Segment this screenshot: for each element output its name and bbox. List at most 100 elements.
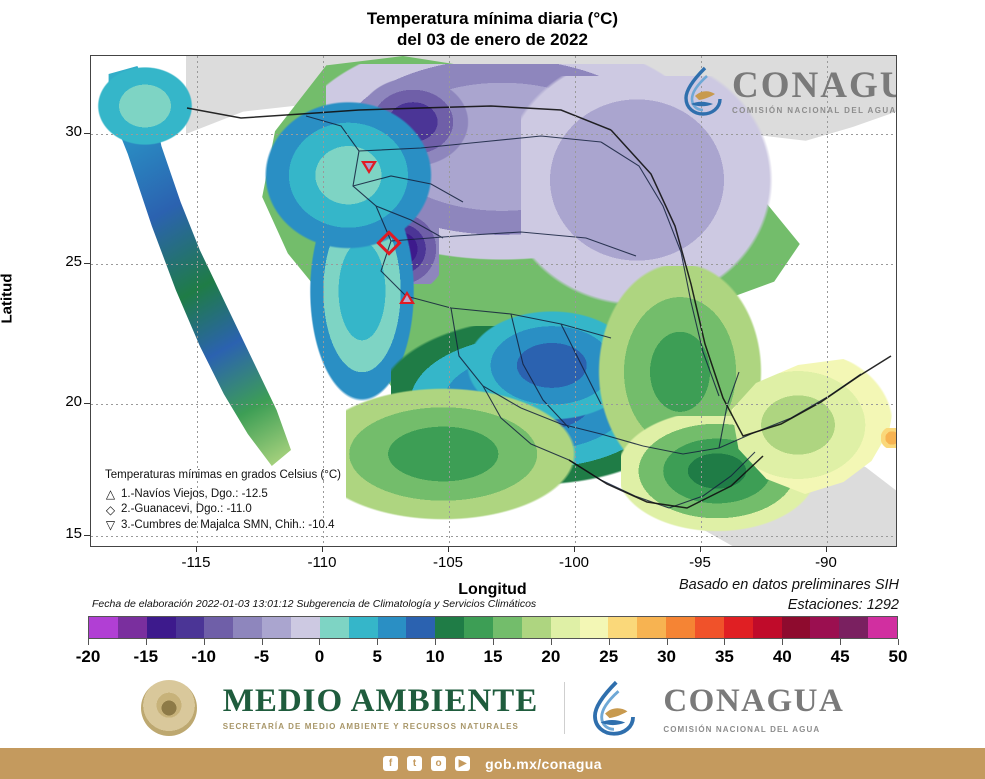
watermark-name: CONAGUA bbox=[732, 65, 896, 106]
map-plot-area[interactable]: CONAGUA COMISIÓN NACIONAL DEL AGUA Tempe… bbox=[90, 55, 897, 547]
xtick-label-105: -105 bbox=[432, 554, 464, 571]
station-legend: Temperaturas mínimas en grados Celsius (… bbox=[105, 468, 341, 533]
xtick-95 bbox=[700, 546, 701, 552]
colorbar-swatch-11 bbox=[406, 617, 436, 638]
station-marker-navios-viejos[interactable] bbox=[399, 291, 415, 304]
footer-branding: MEDIO AMBIENTE SECRETARÍA DE MEDIO AMBIE… bbox=[0, 668, 985, 748]
colorbar-swatch-1 bbox=[117, 617, 147, 638]
colorbar-tick-0 bbox=[319, 639, 321, 645]
colorbar-label-45: 45 bbox=[830, 647, 850, 666]
ytick-label-20: 20 bbox=[65, 393, 82, 410]
diamond-icon: ◇ bbox=[105, 502, 116, 517]
source-text: Basado en datos preliminares SIH bbox=[678, 577, 899, 593]
ytick-label-30: 30 bbox=[65, 123, 82, 140]
colorbar-label-15: 15 bbox=[483, 647, 503, 666]
colorbar-swatch-25 bbox=[810, 617, 840, 638]
colorbar-swatch-7 bbox=[291, 617, 320, 638]
triangle-up-icon: △ bbox=[105, 487, 116, 502]
gridline-lat-30 bbox=[91, 134, 896, 135]
gridline-lon-90 bbox=[827, 56, 828, 546]
colorbar-tick-40 bbox=[782, 639, 784, 645]
colorbar-swatch-4 bbox=[204, 617, 234, 638]
contour-green-pacific-coast bbox=[346, 356, 616, 531]
ytick-15 bbox=[84, 535, 90, 536]
water-drop-eagle-icon bbox=[684, 66, 722, 116]
station-marker-cumbres-de-majalca[interactable] bbox=[361, 161, 377, 174]
colorbar-label--10: -10 bbox=[191, 647, 216, 666]
page-title: Temperatura mínima diaria (°C) del 03 de… bbox=[0, 8, 985, 50]
temperature-colorbar[interactable]: -20 -15 -10 -5 0 5 10 15 20 25 30 35 40 45 50 bbox=[76, 616, 907, 671]
gridline-lat-15 bbox=[91, 536, 896, 537]
colorbar-tick-35 bbox=[724, 639, 726, 645]
colorbar-tick--10 bbox=[203, 639, 205, 645]
colorbar-swatch-6 bbox=[262, 617, 292, 638]
station-legend-row-1: △ 1.-Navíos Viejos, Dgo.: -12.5 bbox=[105, 487, 341, 503]
state-boundaries bbox=[186, 105, 892, 509]
colorbar-label-25: 25 bbox=[599, 647, 619, 666]
colorbar-label--15: -15 bbox=[133, 647, 159, 666]
ytick-label-15: 15 bbox=[65, 525, 82, 542]
xtick-label-115: -115 bbox=[181, 554, 211, 571]
colorbar-swatch-13 bbox=[464, 617, 494, 638]
colorbar-swatch-19 bbox=[637, 617, 667, 638]
colorbar-label-5: 5 bbox=[372, 647, 383, 666]
ministry-block: MEDIO AMBIENTE SECRETARÍA DE MEDIO AMBIE… bbox=[223, 685, 539, 731]
agency-name: CONAGUA bbox=[663, 682, 845, 719]
colorbar-swatch-22 bbox=[723, 617, 753, 638]
temperature-map-figure: CONAGUA COMISIÓN NACIONAL DEL AGUA Tempe… bbox=[0, 55, 899, 615]
colorbar-swatch-5 bbox=[233, 617, 263, 638]
source-note: Basado en datos preliminares SIH Estacio… bbox=[679, 575, 899, 615]
elaboration-note: Fecha de elaboración 2022-01-03 13:01:12… bbox=[92, 598, 537, 610]
triangle-down-icon: ▽ bbox=[105, 518, 116, 533]
colorbar-swatch-9 bbox=[348, 617, 378, 638]
yucatan-warm-patch bbox=[881, 428, 896, 448]
xtick-90 bbox=[826, 546, 827, 552]
twitter-icon[interactable]: t bbox=[407, 756, 423, 771]
instagram-icon[interactable]: o bbox=[431, 756, 447, 771]
colorbar-label-40: 40 bbox=[772, 647, 792, 666]
colorbar-tick-50 bbox=[898, 639, 899, 645]
title-line-1: Temperatura mínima diaria (°C) bbox=[366, 9, 619, 28]
xtick-label-100: -100 bbox=[558, 554, 590, 571]
conagua-logo-icon bbox=[593, 680, 636, 736]
gridline-lon-115 bbox=[197, 56, 198, 546]
ministry-subtitle: SECRETARÍA DE MEDIO AMBIENTE Y RECURSOS … bbox=[222, 722, 519, 731]
colorbar-label-50: 50 bbox=[888, 647, 908, 666]
colorbar-tick-25 bbox=[608, 639, 610, 645]
colorbar-label-35: 35 bbox=[714, 647, 734, 666]
stations-count-text: Estaciones: 1292 bbox=[787, 597, 899, 613]
colorbar-label-20: 20 bbox=[541, 647, 561, 666]
gridline-lat-20 bbox=[91, 404, 896, 405]
colorbar-label--5: -5 bbox=[254, 647, 270, 666]
colorbar-swatch-18 bbox=[608, 617, 638, 638]
gobmx-url[interactable]: gob.mx/conagua bbox=[485, 755, 602, 772]
gridline-lat-25 bbox=[91, 264, 896, 265]
agency-block: CONAGUA COMISIÓN NACIONAL DEL AGUA bbox=[663, 683, 844, 734]
facebook-icon[interactable]: f bbox=[383, 756, 399, 771]
station-legend-text-1: 1.-Navíos Viejos, Dgo.: -12.5 bbox=[121, 487, 268, 500]
mexico-coat-of-arms-icon bbox=[140, 680, 197, 736]
colorbar-swatch-20 bbox=[666, 617, 696, 638]
station-legend-text-3: 3.-Cumbres de Majalca SMN, Chih.: -10.4 bbox=[121, 518, 335, 531]
colorbar-swatch-8 bbox=[319, 617, 349, 638]
colorbar-swatch-15 bbox=[521, 617, 551, 638]
colorbar-swatch-26 bbox=[839, 617, 869, 638]
xtick-115 bbox=[196, 546, 197, 552]
ytick-30 bbox=[84, 133, 90, 134]
colorbar-swatch-10 bbox=[377, 617, 407, 638]
colorbar-label--20: -20 bbox=[75, 647, 101, 666]
colorbar-tick--5 bbox=[261, 639, 263, 645]
xtick-100 bbox=[574, 546, 575, 552]
colorbar-swatch-16 bbox=[550, 617, 580, 638]
colorbar-label-10: 10 bbox=[425, 647, 445, 666]
colorbar-swatches bbox=[88, 616, 898, 639]
social-media-bar: f t o ▶ gob.mx/conagua bbox=[0, 748, 985, 779]
xtick-label-95: -95 bbox=[689, 554, 711, 571]
colorbar-swatch-3 bbox=[175, 617, 205, 638]
colorbar-swatch-27 bbox=[868, 617, 898, 638]
gridline-lon-95 bbox=[701, 56, 702, 546]
colorbar-label-0: 0 bbox=[314, 647, 325, 666]
ytick-label-25: 25 bbox=[65, 253, 82, 270]
youtube-icon[interactable]: ▶ bbox=[455, 756, 471, 771]
station-legend-row-2: ◇ 2.-Guanacevi, Dgo.: -11.0 bbox=[105, 502, 341, 518]
